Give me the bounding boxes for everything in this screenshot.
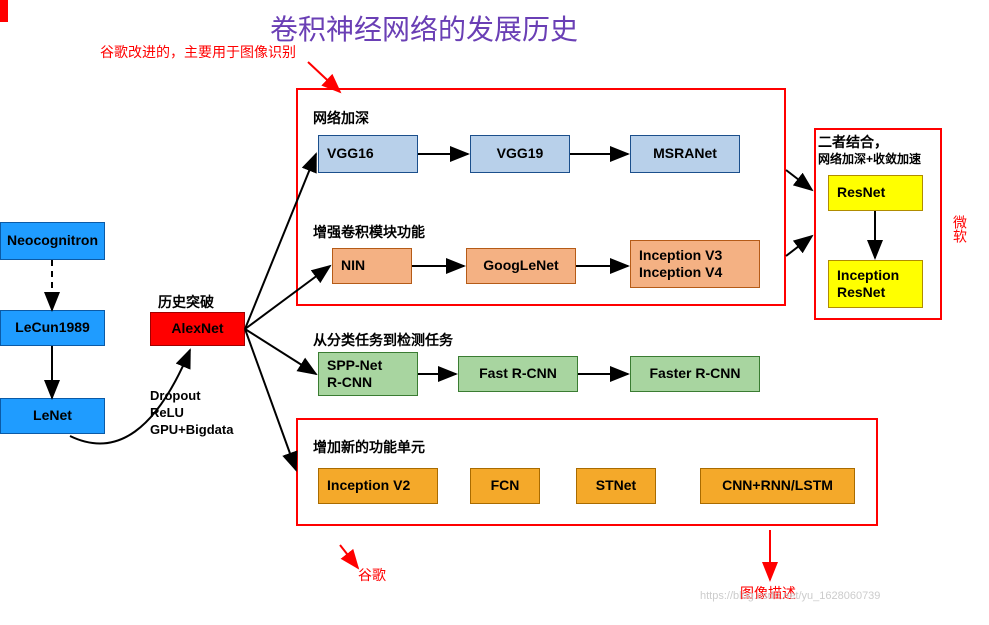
node-vgg16: VGG16 [318,135,418,173]
node-neocognitron: Neocognitron [0,222,105,260]
node-stnet: STNet [576,468,656,504]
node-vgg19: VGG19 [470,135,570,173]
left-red-bar [0,0,8,22]
page-title: 卷积神经网络的发展历史 [270,8,578,48]
node-fcn: FCN [470,468,540,504]
node-resnet: ResNet [828,175,923,211]
node-msranet: MSRANet [630,135,740,173]
section-label-history-break: 历史突破 [158,292,214,312]
node-inc-resnet: Inception ResNet [828,260,923,308]
node-inception34: Inception V3 Inception V4 [630,240,760,288]
annotation-google: 谷歌 [358,565,386,585]
node-fastrcnn: Fast R-CNN [458,356,578,392]
alexnet-tech-notes: DropoutReLUGPU+Bigdata [150,388,233,439]
node-incv2: Inception V2 [318,468,438,504]
section-label-detect: 从分类任务到检测任务 [313,330,453,350]
node-lenet: LeNet [0,398,105,434]
node-googlenet: GoogLeNet [466,248,576,284]
node-alexnet: AlexNet [150,312,245,346]
node-sppnet: SPP-Net R-CNN [318,352,418,396]
watermark: https://blog.csdn.net/yu_1628060739 [700,590,880,602]
node-nin: NIN [332,248,412,284]
node-lecun1989: LeCun1989 [0,310,105,346]
node-cnnrnn: CNN+RNN/LSTM [700,468,855,504]
node-fasterrcnn: Faster R-CNN [630,356,760,392]
annotation-microsoft: 微软 [950,215,970,243]
annotation-google-improve: 谷歌改进的，主要用于图像识别 [100,42,296,62]
